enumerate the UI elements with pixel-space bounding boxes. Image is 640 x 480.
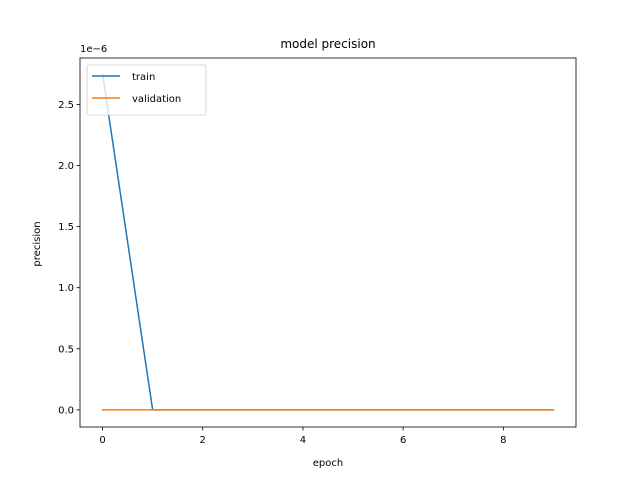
axes-frame xyxy=(79,57,577,428)
x-tick-label: 0 xyxy=(99,435,105,446)
x-tick-label: 2 xyxy=(200,435,206,446)
y-tick-label: 0.5 xyxy=(58,344,74,355)
chart-title: model precision xyxy=(280,37,375,51)
y-tick-label: 1.5 xyxy=(58,222,74,233)
x-tick-label: 6 xyxy=(400,435,406,446)
legend-label-train: train xyxy=(132,72,155,83)
series-line-train xyxy=(101,73,555,411)
x-axis-title: epoch xyxy=(313,458,343,469)
y-tick-label: 2.0 xyxy=(58,161,74,172)
x-tick-label: 4 xyxy=(300,435,306,446)
y-axis-title: precision xyxy=(32,221,43,266)
y-tick-label: 1.0 xyxy=(58,283,74,294)
legend-label-validation: validation xyxy=(132,94,181,105)
plot-layer: 0 2 4 6 8 0.0 0.5 1.0 1.5 2.0 2.5 xyxy=(58,57,577,446)
legend-box xyxy=(86,64,207,116)
y-axis-offset-label: 1e−6 xyxy=(80,44,107,55)
y-tick-label: 2.5 xyxy=(58,100,74,111)
legend: train validation xyxy=(86,64,207,116)
y-tick-label: 0.0 xyxy=(58,405,74,416)
x-tick-label: 8 xyxy=(500,435,506,446)
